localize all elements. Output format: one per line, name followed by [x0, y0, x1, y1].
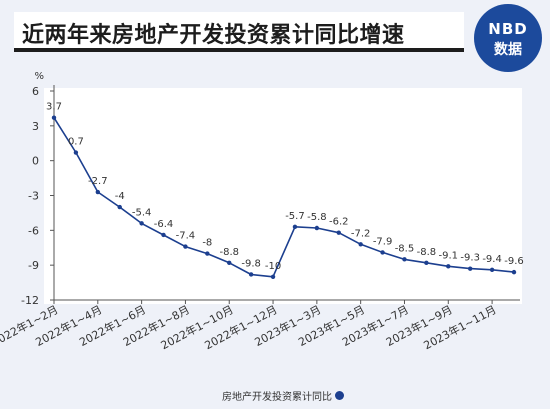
x-tick-label: 2023年1~11月 — [421, 302, 498, 352]
data-point — [183, 244, 188, 249]
logo-text-bottom: 数据 — [494, 42, 522, 58]
data-point — [511, 269, 517, 275]
data-point — [424, 260, 429, 266]
data-label: -2.7 — [88, 176, 108, 187]
logo-text-top: NBD — [488, 20, 528, 38]
y-tick-label: -9 — [28, 259, 39, 272]
y-tick-label: -3 — [28, 190, 39, 203]
data-label: -8.5 — [395, 243, 415, 254]
data-label: -7.4 — [176, 231, 196, 242]
data-label: 0.7 — [68, 137, 84, 148]
data-point — [95, 189, 101, 195]
data-point — [117, 204, 122, 210]
y-tick-label: -12 — [21, 294, 39, 307]
y-tick-label: 3 — [32, 120, 39, 133]
x-tick-label: 2022年1~10月 — [158, 302, 235, 352]
data-point — [446, 264, 451, 269]
data-label: 3.7 — [46, 102, 62, 113]
data-point — [227, 260, 232, 266]
plot-area — [44, 88, 522, 304]
data-label: -4 — [115, 191, 125, 202]
data-point — [489, 267, 495, 273]
legend-label: 房地产开发投资累计同比 — [222, 391, 332, 403]
data-label: -6.2 — [329, 217, 349, 228]
data-label: -10 — [265, 261, 281, 272]
data-point — [205, 251, 210, 256]
data-point — [380, 250, 385, 255]
chart-title: 近两年来房地产开发投资累计同比增速 — [22, 23, 405, 48]
data-label: -9.3 — [460, 253, 480, 264]
legend: 房地产开发投资累计同比 — [222, 387, 344, 403]
data-label: -8 — [202, 238, 212, 249]
data-point — [139, 221, 144, 226]
data-label: -5.8 — [307, 212, 327, 223]
data-label: -6.4 — [154, 219, 174, 230]
data-label: -9.1 — [439, 250, 459, 261]
data-label: -5.7 — [285, 211, 305, 222]
data-label: -8.8 — [417, 247, 437, 258]
data-label: -7.9 — [373, 236, 393, 247]
x-tick-label: 2022年1~12月 — [202, 302, 279, 352]
y-tick-label: -6 — [28, 224, 39, 237]
data-point — [248, 272, 254, 277]
data-point — [358, 242, 363, 247]
legend-marker-icon — [335, 390, 344, 400]
data-label: -9.6 — [504, 256, 524, 267]
y-tick-label: 0 — [32, 155, 39, 168]
y-tick-label: 6 — [32, 85, 39, 98]
data-label: -5.4 — [132, 207, 152, 218]
data-point — [292, 224, 298, 230]
data-point — [73, 150, 79, 155]
data-point — [161, 232, 166, 238]
data-point — [51, 115, 57, 120]
data-point — [270, 274, 276, 279]
data-label: -9.8 — [241, 258, 261, 269]
data-point — [402, 257, 407, 262]
data-label: -8.8 — [219, 247, 239, 258]
data-point — [467, 266, 473, 271]
series-line — [53, 117, 515, 278]
title-bar: 近两年来房地产开发投资累计同比增速 — [14, 12, 464, 52]
nbd-logo: NBD 数据 — [474, 4, 542, 72]
data-label: -7.2 — [351, 228, 371, 239]
data-point — [336, 230, 341, 235]
y-axis-unit-label: % — [34, 71, 44, 82]
data-label: -9.4 — [482, 254, 502, 265]
data-point — [314, 225, 320, 231]
